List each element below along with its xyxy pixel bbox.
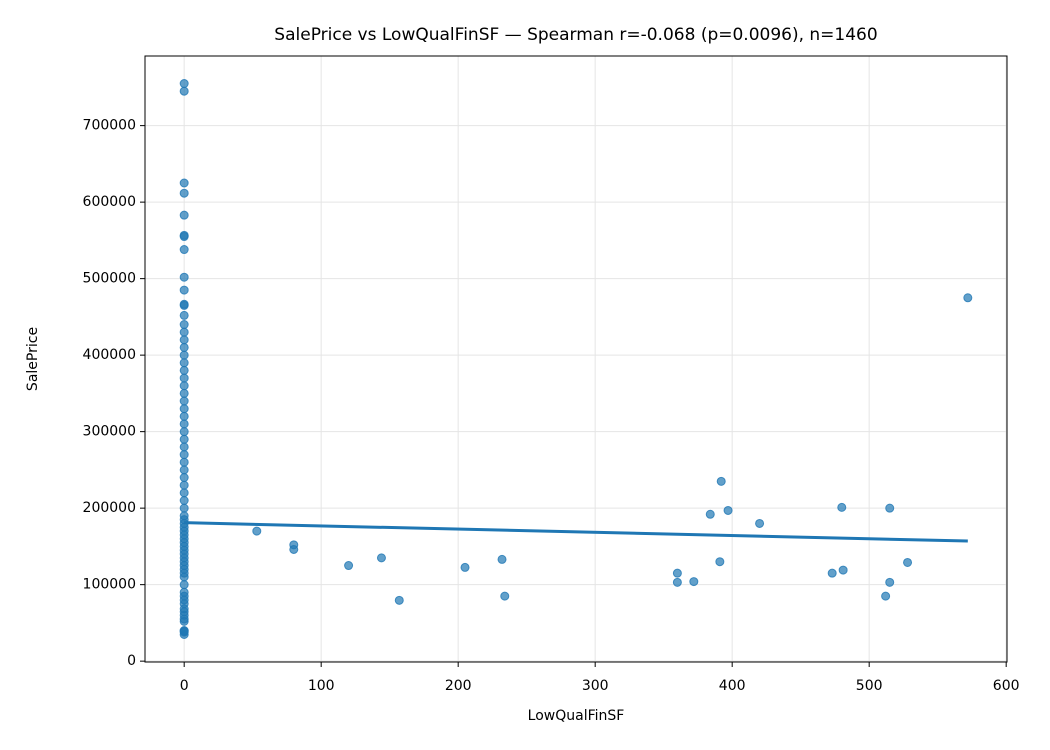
- point: [179, 230, 189, 240]
- point: [179, 434, 189, 444]
- point: [881, 591, 891, 601]
- point: [179, 365, 189, 375]
- trend-line: [184, 521, 968, 543]
- x-tick-label: 300: [582, 678, 609, 694]
- point: [179, 178, 189, 188]
- point: [179, 327, 189, 337]
- point: [837, 502, 847, 512]
- point: [885, 577, 895, 587]
- y-axis-label: SalePrice: [25, 327, 41, 391]
- point: [179, 396, 189, 406]
- y-tick-label: 100000: [83, 577, 136, 593]
- point: [672, 568, 682, 578]
- point: [179, 299, 189, 309]
- point: [179, 465, 189, 475]
- point: [963, 293, 973, 303]
- point: [497, 554, 507, 564]
- point: [500, 591, 510, 601]
- chart-title: SalePrice vs LowQualFinSF — Spearman r=-…: [274, 25, 877, 45]
- y-tick-label: 700000: [83, 118, 136, 134]
- point: [179, 388, 189, 398]
- point: [179, 503, 189, 513]
- x-tick-label: 0: [180, 678, 189, 694]
- point: [179, 450, 189, 460]
- y-tick-label: 200000: [83, 500, 136, 516]
- point: [179, 245, 189, 255]
- point: [827, 568, 837, 578]
- y-tick-label: 300000: [83, 424, 136, 440]
- point: [179, 342, 189, 352]
- point: [179, 404, 189, 414]
- point: [376, 553, 386, 563]
- point: [179, 626, 189, 636]
- point: [179, 419, 189, 429]
- point: [179, 79, 189, 89]
- y-tick-label: 500000: [83, 271, 136, 287]
- y-tick-label: 400000: [83, 347, 136, 363]
- point: [179, 495, 189, 505]
- point: [179, 373, 189, 383]
- point: [179, 511, 189, 521]
- x-tick-label: 100: [308, 678, 335, 694]
- point: [344, 561, 354, 571]
- point: [179, 473, 189, 483]
- point: [252, 526, 262, 536]
- point: [179, 350, 189, 360]
- point: [179, 285, 189, 295]
- y-tick-label: 0: [127, 653, 136, 669]
- x-axis-label: LowQualFinSF: [528, 708, 625, 724]
- x-tick-label: 200: [445, 678, 472, 694]
- point: [394, 595, 404, 605]
- point: [179, 210, 189, 220]
- point: [705, 509, 715, 519]
- x-tick-label: 500: [856, 678, 883, 694]
- point: [179, 427, 189, 437]
- point: [838, 565, 848, 575]
- point: [179, 188, 189, 198]
- point: [672, 577, 682, 587]
- plot-frame: [144, 55, 1008, 663]
- point: [723, 505, 733, 515]
- point: [716, 476, 726, 486]
- point: [179, 381, 189, 391]
- point: [179, 442, 189, 452]
- point: [885, 503, 895, 513]
- point: [289, 544, 299, 554]
- point: [179, 310, 189, 320]
- point: [179, 358, 189, 368]
- point: [179, 587, 189, 597]
- point: [179, 411, 189, 421]
- point: [179, 320, 189, 330]
- point: [460, 562, 470, 572]
- point: [179, 86, 189, 96]
- point: [179, 457, 189, 467]
- point: [179, 488, 189, 498]
- point: [179, 580, 189, 590]
- point: [179, 335, 189, 345]
- point: [755, 518, 765, 528]
- point: [179, 272, 189, 282]
- x-tick-label: 600: [993, 678, 1020, 694]
- x-tick-label: 400: [719, 678, 746, 694]
- point: [689, 577, 699, 587]
- point: [903, 557, 913, 567]
- point: [179, 480, 189, 490]
- y-tick-label: 600000: [83, 194, 136, 210]
- point: [715, 557, 725, 567]
